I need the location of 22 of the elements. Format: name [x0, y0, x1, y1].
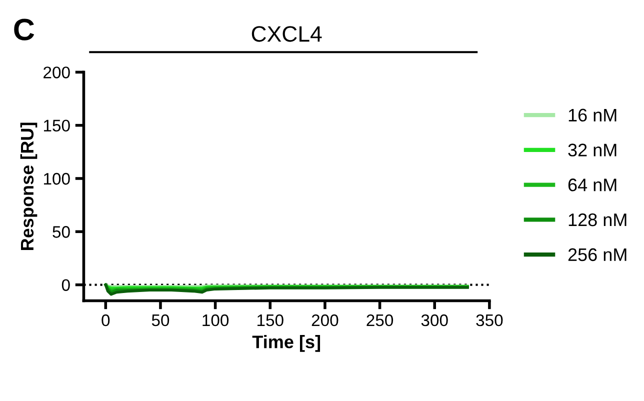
x-tick-label: 250: [366, 314, 394, 326]
x-axis-title: Time [s]: [252, 335, 320, 352]
y-tick-label: 100: [44, 172, 70, 185]
y-tick-label: 50: [52, 226, 70, 238]
text: C: [14, 18, 34, 40]
x-tick-label: 350: [476, 314, 503, 326]
x-tick-label: 50: [152, 314, 170, 326]
legend-label: 64 nM: [568, 178, 616, 192]
legend-label: 16 nM: [568, 108, 616, 122]
chart-title: CXCL4: [252, 26, 322, 42]
legend-label: 256 nM: [568, 248, 626, 262]
y-tick-label: 0: [62, 279, 70, 292]
x-tick-label: 200: [312, 314, 338, 326]
x-tick-label: 0: [102, 314, 110, 326]
x-tick-label: 300: [421, 314, 448, 326]
x-tick-label: 100: [202, 314, 229, 326]
y-axis-title: Response [RU]: [20, 122, 38, 250]
y-tick-label: 150: [44, 120, 70, 132]
y-tick-label: 200: [44, 66, 70, 78]
x-tick-label: 150: [258, 314, 284, 326]
legend-label: 32 nM: [568, 144, 616, 156]
legend-label: 128 nM: [568, 213, 626, 226]
